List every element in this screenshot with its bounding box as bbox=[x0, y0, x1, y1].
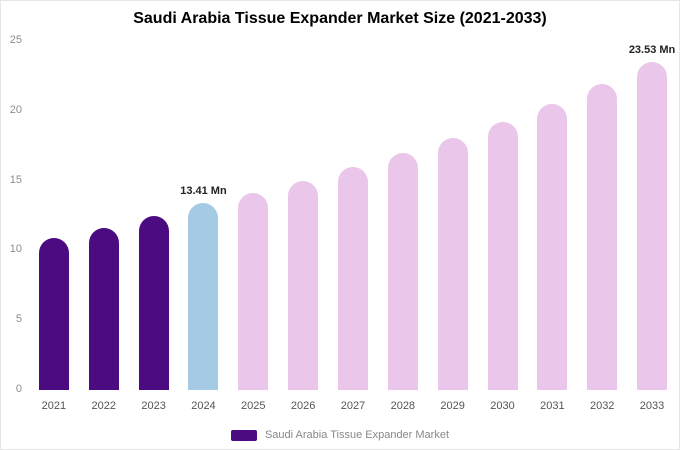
y-tick-label: 20 bbox=[9, 103, 22, 116]
y-tick-label: 10 bbox=[9, 243, 22, 256]
x-tick-label: 2024 bbox=[191, 400, 216, 412]
bar-group: 2031 bbox=[527, 41, 577, 412]
bar-2033 bbox=[637, 62, 668, 390]
bar-group: 2028 bbox=[378, 41, 428, 412]
plot-area: 2021 2022 2023 2024 13.41 Mn 2025 2026 2027 2028… bbox=[29, 41, 677, 412]
bar-2026 bbox=[288, 181, 319, 390]
legend: Saudi Arabia Tissue Expander Market bbox=[1, 429, 679, 441]
y-tick-label: 5 bbox=[15, 313, 22, 326]
bar-group: 2024 13.41 Mn bbox=[179, 41, 229, 412]
x-tick-label: 2021 bbox=[41, 400, 67, 412]
bar-group: 2026 bbox=[278, 41, 328, 412]
data-label: 23.53 Mn bbox=[628, 44, 676, 56]
bar-2023 bbox=[138, 216, 169, 390]
x-tick-label: 2022 bbox=[91, 400, 116, 412]
y-axis: 0 5 10 15 20 25 bbox=[1, 1, 27, 449]
bar-group: 2027 bbox=[328, 41, 378, 412]
bar-2028 bbox=[387, 153, 418, 390]
bar-group: 2022 bbox=[79, 41, 129, 412]
bar-2021 bbox=[38, 238, 69, 390]
bar-2027 bbox=[337, 167, 368, 390]
x-tick-label: 2033 bbox=[639, 400, 665, 412]
legend-swatch bbox=[230, 429, 257, 441]
bar-group: 2029 bbox=[428, 41, 478, 412]
bar-2024 bbox=[188, 203, 219, 390]
chart-title: Saudi Arabia Tissue Expander Market Size… bbox=[133, 10, 547, 27]
x-tick-label: 2025 bbox=[241, 400, 266, 412]
x-tick-label: 2031 bbox=[540, 400, 565, 412]
x-tick-label: 2026 bbox=[290, 400, 316, 412]
bar-2022 bbox=[88, 228, 119, 390]
bar-2030 bbox=[487, 122, 518, 390]
bar-2025 bbox=[238, 193, 269, 390]
bar-group: 2030 bbox=[478, 41, 528, 412]
bar-group: 2023 bbox=[129, 41, 179, 412]
y-tick-label: 25 bbox=[9, 34, 22, 46]
bar-group: 2025 bbox=[228, 41, 278, 412]
y-tick-label: 15 bbox=[9, 173, 22, 186]
y-tick-label: 0 bbox=[15, 383, 22, 395]
x-tick-label: 2028 bbox=[390, 400, 416, 412]
x-tick-label: 2030 bbox=[490, 400, 515, 412]
bar-group: 2033 23.53 Mn bbox=[627, 41, 677, 412]
bar-2031 bbox=[537, 104, 568, 390]
x-tick-label: 2027 bbox=[340, 400, 366, 412]
data-label: 13.41 Mn bbox=[180, 185, 227, 197]
bar-2029 bbox=[437, 138, 468, 390]
bar-2032 bbox=[587, 84, 618, 390]
bar-group: 2032 bbox=[577, 41, 627, 412]
x-tick-label: 2029 bbox=[440, 400, 465, 412]
x-tick-label: 2032 bbox=[589, 400, 615, 412]
x-tick-label: 2023 bbox=[141, 400, 166, 412]
bar-group: 2021 bbox=[29, 41, 79, 412]
legend-label: Saudi Arabia Tissue Expander Market bbox=[264, 429, 450, 441]
